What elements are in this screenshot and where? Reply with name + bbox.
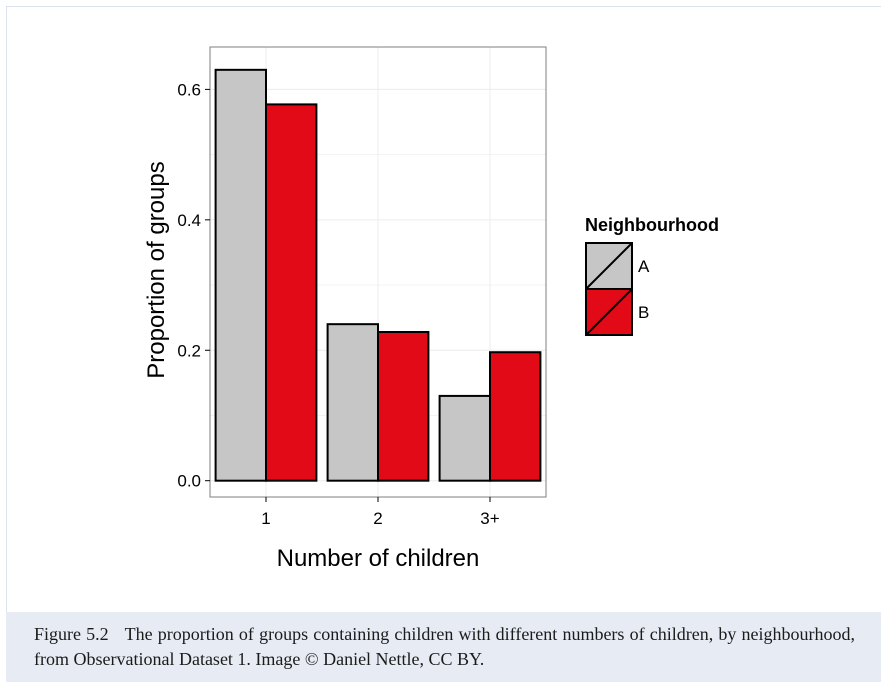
x-tick-label: 1 — [261, 509, 270, 528]
bar-b-2 — [377, 331, 430, 482]
x-tick-label: 3+ — [480, 509, 499, 528]
x-tick-label: 2 — [373, 509, 382, 528]
bar-a-3plus — [438, 394, 492, 482]
figure-caption: Figure 5.2 The proportion of groups conta… — [6, 612, 881, 682]
caption-text: The proportion of groups containing chil… — [34, 624, 855, 669]
legend-keys: AB — [585, 242, 650, 336]
bar-chart: 0.0 0.2 0.4 0.6 1 2 3+ Number of children Prop… — [143, 46, 719, 572]
bar-a-2 — [326, 323, 380, 482]
y-tick-label: 0.2 — [177, 341, 201, 360]
legend-swatch-slash — [585, 242, 633, 290]
bar-b-1 — [265, 103, 318, 482]
legend-title: Neighbourhood — [585, 215, 719, 235]
figure-panel — [6, 6, 881, 682]
y-axis-title: Proportion of groups — [143, 161, 170, 378]
figure-number: Figure 5.2 — [34, 624, 109, 644]
y-tick-label: 0.0 — [177, 472, 201, 491]
y-tick-label: 0.6 — [177, 80, 201, 99]
legend-label: B — [638, 303, 649, 322]
tick-layer: 0.0 0.2 0.4 0.6 1 2 3+ — [177, 80, 499, 528]
y-tick-label: 0.4 — [177, 211, 201, 230]
x-axis-title: Number of children — [277, 545, 480, 572]
bar-a-1 — [214, 68, 268, 482]
legend-item-b: B — [585, 288, 649, 336]
bar-layer — [214, 68, 542, 482]
legend-item-a: A — [585, 242, 650, 290]
bar-b-3plus — [489, 351, 542, 482]
legend: Neighbourhood AB — [585, 215, 719, 336]
legend-label: A — [638, 257, 650, 276]
legend-swatch-slash — [585, 288, 633, 336]
